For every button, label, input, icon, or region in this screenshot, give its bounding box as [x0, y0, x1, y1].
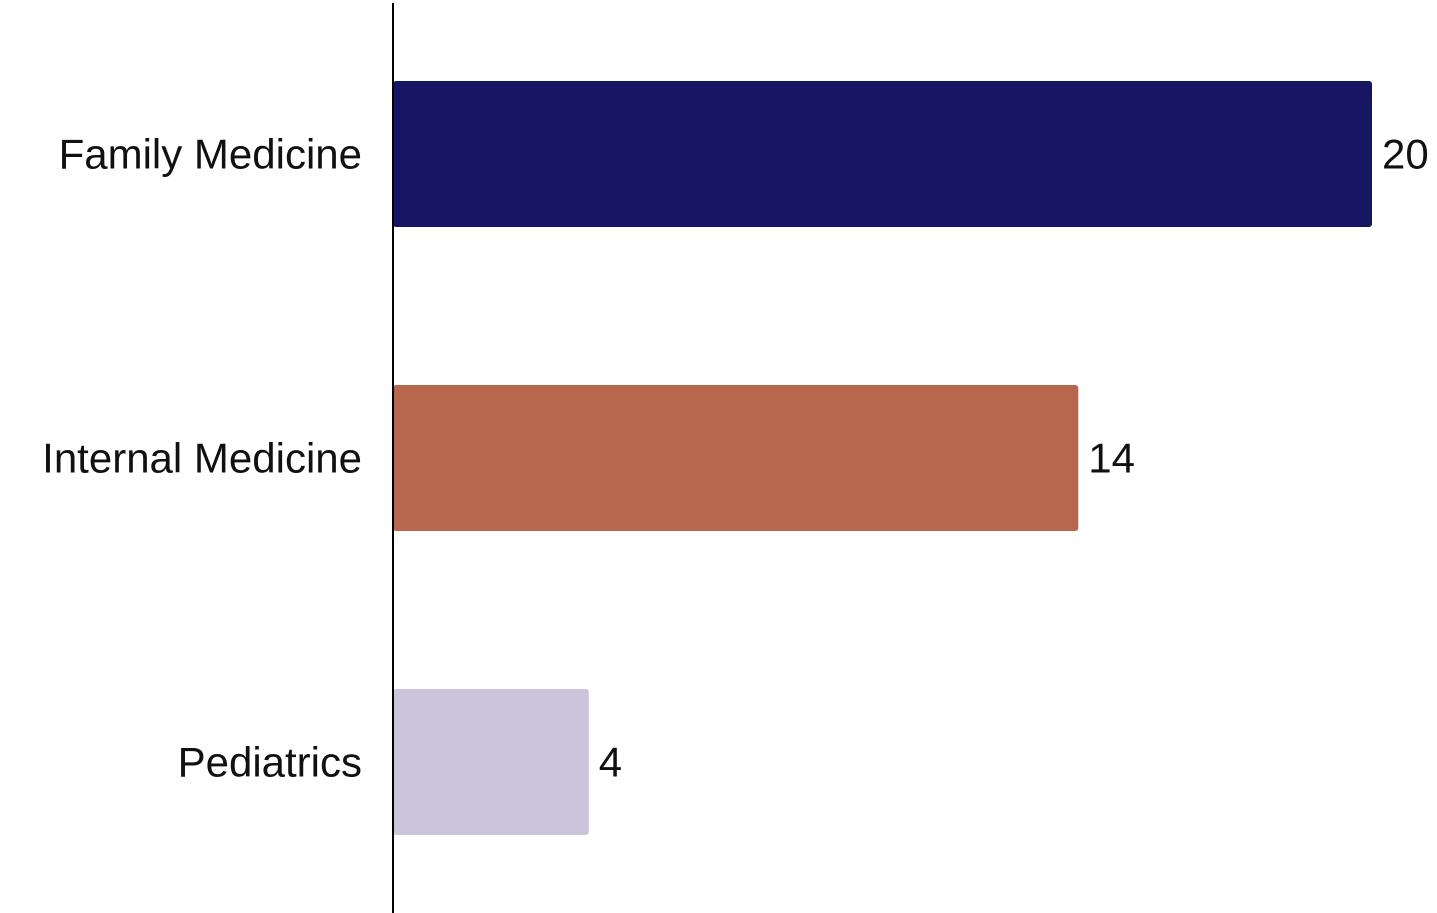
category-label-internal-medicine: Internal Medicine [42, 435, 362, 482]
value-labels-group: 20 14 4 [599, 131, 1429, 786]
value-label-pediatrics: 4 [599, 739, 622, 786]
bar-pediatrics [393, 689, 589, 835]
category-labels-group: Family Medicine Internal Medicine Pediatri… [42, 131, 362, 786]
bar-internal-medicine [393, 385, 1079, 531]
bars-group [393, 81, 1372, 835]
category-label-pediatrics: Pediatrics [178, 739, 362, 786]
bar-family-medicine [393, 81, 1372, 227]
value-label-internal-medicine: 14 [1088, 435, 1135, 482]
value-label-family-medicine: 20 [1382, 131, 1429, 178]
category-label-family-medicine: Family Medicine [59, 131, 362, 178]
